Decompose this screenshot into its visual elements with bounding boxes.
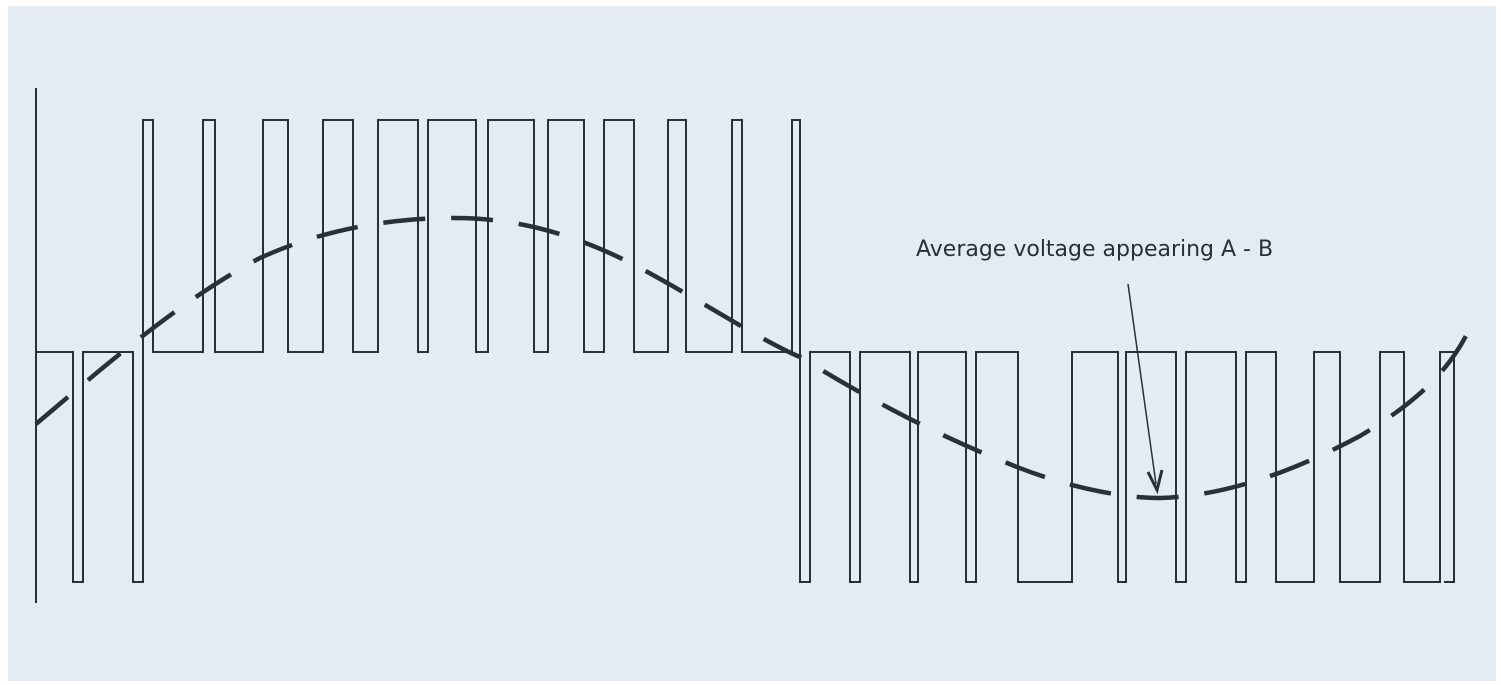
annotation-arrow-line [1127,283,1157,485]
pwm-waveform [36,119,1455,583]
annotation-label: Average voltage appearing A - B [916,237,1273,262]
annotation-arrowhead-icon [1146,469,1164,495]
figure-background [8,6,1496,681]
average-voltage-wave [34,215,1471,501]
